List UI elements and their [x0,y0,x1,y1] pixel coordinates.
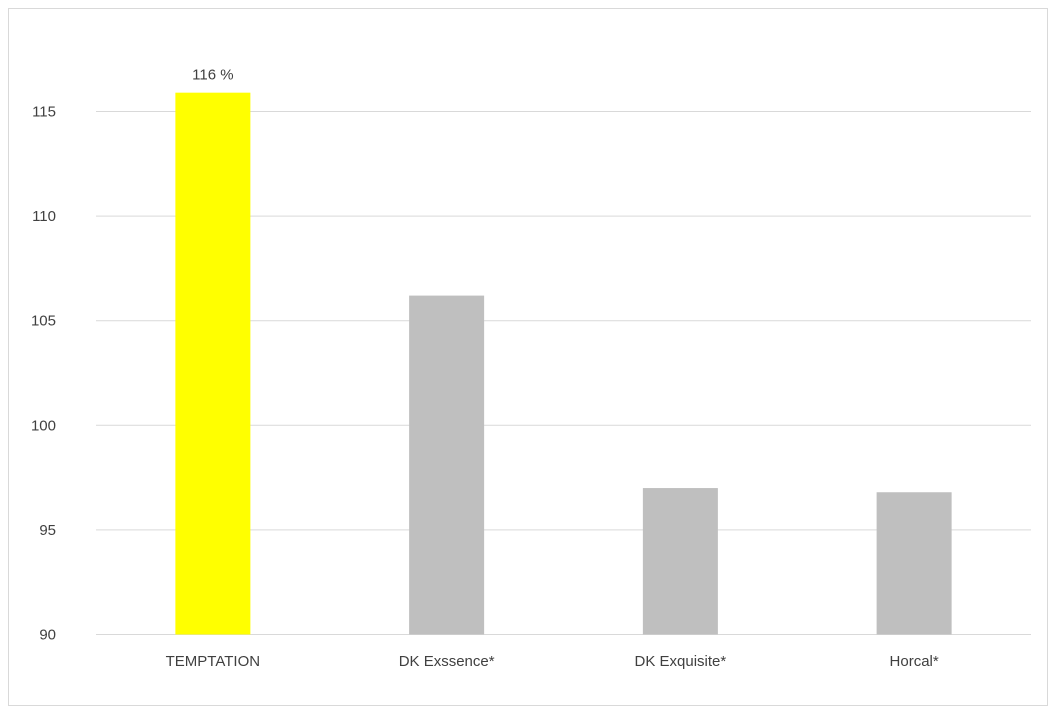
bars [175,92,952,635]
bar-dk-exssence [409,295,485,635]
x-tick-label: TEMPTATION [166,653,260,670]
data-label: 116 % [192,67,233,84]
y-tick-label: 110 [32,208,56,225]
bar-temptation [175,92,251,635]
x-tick-label: Horcal* [890,653,939,670]
y-tick-label: 105 [31,313,56,330]
y-tick-label: 100 [31,417,56,434]
bar-horcal [876,492,952,635]
bar-chart: 90 95 100 105 110 115 TEMPTATION 116 % DK Exssen… [31,67,1031,670]
labels: 90 95 100 105 110 115 TEMPTATION 116 % DK Exssen… [31,67,939,670]
y-tick-label: 95 [39,522,56,539]
chart-frame: 90 95 100 105 110 115 TEMPTATION 116 % DK Exssen… [8,8,1048,706]
y-tick-label: 90 [39,627,56,644]
y-tick-label: 115 [32,104,56,121]
gridlines [96,111,1031,635]
bar-dk-exquisite [642,488,718,635]
x-tick-label: DK Exquisite* [635,653,727,670]
x-tick-label: DK Exssence* [399,653,495,670]
